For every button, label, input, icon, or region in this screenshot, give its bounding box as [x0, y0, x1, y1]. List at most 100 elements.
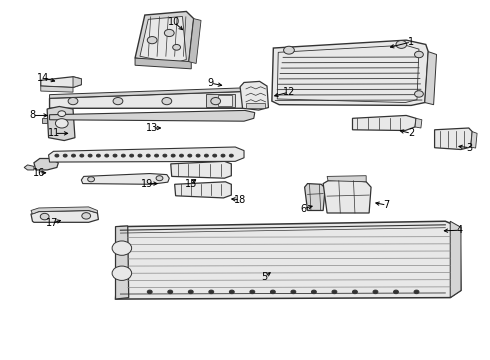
Circle shape — [138, 154, 142, 157]
Circle shape — [204, 154, 208, 157]
Circle shape — [40, 213, 49, 220]
Circle shape — [179, 154, 183, 157]
Circle shape — [270, 290, 275, 294]
Text: 9: 9 — [208, 78, 214, 88]
Circle shape — [162, 98, 172, 105]
Circle shape — [80, 154, 84, 157]
Circle shape — [396, 41, 407, 48]
Circle shape — [188, 154, 192, 157]
Text: 2: 2 — [408, 129, 414, 138]
Circle shape — [209, 290, 214, 294]
Polygon shape — [174, 182, 231, 198]
Polygon shape — [352, 116, 416, 131]
Circle shape — [147, 37, 157, 44]
Polygon shape — [116, 226, 129, 299]
Text: 10: 10 — [168, 17, 180, 27]
Circle shape — [229, 290, 234, 294]
Polygon shape — [425, 51, 437, 105]
Circle shape — [171, 154, 175, 157]
Circle shape — [122, 154, 125, 157]
Bar — [206, 94, 235, 107]
Circle shape — [63, 154, 67, 157]
Circle shape — [213, 154, 217, 157]
Circle shape — [414, 290, 419, 294]
Text: 12: 12 — [283, 87, 295, 97]
Polygon shape — [49, 87, 266, 98]
Circle shape — [196, 154, 200, 157]
Circle shape — [147, 154, 150, 157]
Text: 15: 15 — [185, 179, 197, 189]
Circle shape — [332, 290, 337, 294]
Text: 6: 6 — [300, 204, 307, 214]
Circle shape — [72, 154, 75, 157]
Polygon shape — [272, 40, 428, 105]
Circle shape — [373, 290, 378, 294]
Circle shape — [415, 51, 423, 58]
Circle shape — [415, 91, 423, 97]
Polygon shape — [31, 207, 98, 214]
Polygon shape — [49, 111, 255, 121]
Text: 3: 3 — [466, 143, 473, 153]
Polygon shape — [73, 77, 81, 87]
Circle shape — [229, 154, 233, 157]
Circle shape — [130, 154, 134, 157]
Text: 11: 11 — [49, 129, 61, 138]
Text: 7: 7 — [384, 200, 390, 210]
Circle shape — [97, 154, 100, 157]
Circle shape — [88, 154, 92, 157]
Polygon shape — [116, 221, 461, 299]
Polygon shape — [189, 19, 201, 63]
Circle shape — [291, 290, 296, 294]
Circle shape — [82, 213, 91, 219]
Text: 1: 1 — [408, 37, 414, 47]
Circle shape — [352, 290, 357, 294]
Polygon shape — [41, 86, 73, 92]
Circle shape — [156, 176, 163, 181]
Polygon shape — [24, 165, 34, 170]
Circle shape — [113, 154, 117, 157]
Circle shape — [172, 44, 180, 50]
Circle shape — [68, 98, 78, 105]
Circle shape — [211, 98, 220, 105]
Polygon shape — [435, 128, 472, 149]
Circle shape — [112, 266, 132, 280]
Text: 17: 17 — [46, 218, 58, 228]
Bar — [246, 103, 265, 108]
Circle shape — [105, 154, 109, 157]
Polygon shape — [415, 118, 422, 128]
Circle shape — [155, 154, 159, 157]
Polygon shape — [305, 184, 325, 211]
Text: 5: 5 — [262, 272, 268, 282]
Polygon shape — [471, 132, 477, 148]
Polygon shape — [47, 107, 75, 140]
Polygon shape — [135, 12, 194, 65]
Text: 14: 14 — [37, 73, 49, 83]
Circle shape — [168, 290, 172, 294]
Circle shape — [147, 290, 152, 294]
Text: 16: 16 — [33, 168, 45, 178]
Circle shape — [393, 290, 398, 294]
Circle shape — [88, 177, 95, 182]
Circle shape — [163, 154, 167, 157]
Text: 18: 18 — [234, 195, 246, 205]
Polygon shape — [135, 58, 191, 69]
Polygon shape — [42, 118, 47, 123]
Polygon shape — [31, 211, 98, 222]
Text: 19: 19 — [141, 179, 153, 189]
Circle shape — [112, 241, 132, 255]
Bar — [218, 95, 232, 106]
Polygon shape — [323, 180, 371, 213]
Circle shape — [55, 154, 59, 157]
Circle shape — [312, 290, 317, 294]
Circle shape — [113, 98, 123, 105]
Polygon shape — [81, 174, 169, 184]
Polygon shape — [34, 158, 58, 170]
Circle shape — [250, 290, 255, 294]
Circle shape — [284, 46, 294, 54]
Polygon shape — [140, 17, 186, 63]
Text: 8: 8 — [29, 111, 35, 121]
Polygon shape — [171, 161, 231, 178]
Polygon shape — [49, 147, 244, 162]
Circle shape — [164, 30, 174, 37]
Polygon shape — [41, 77, 81, 87]
